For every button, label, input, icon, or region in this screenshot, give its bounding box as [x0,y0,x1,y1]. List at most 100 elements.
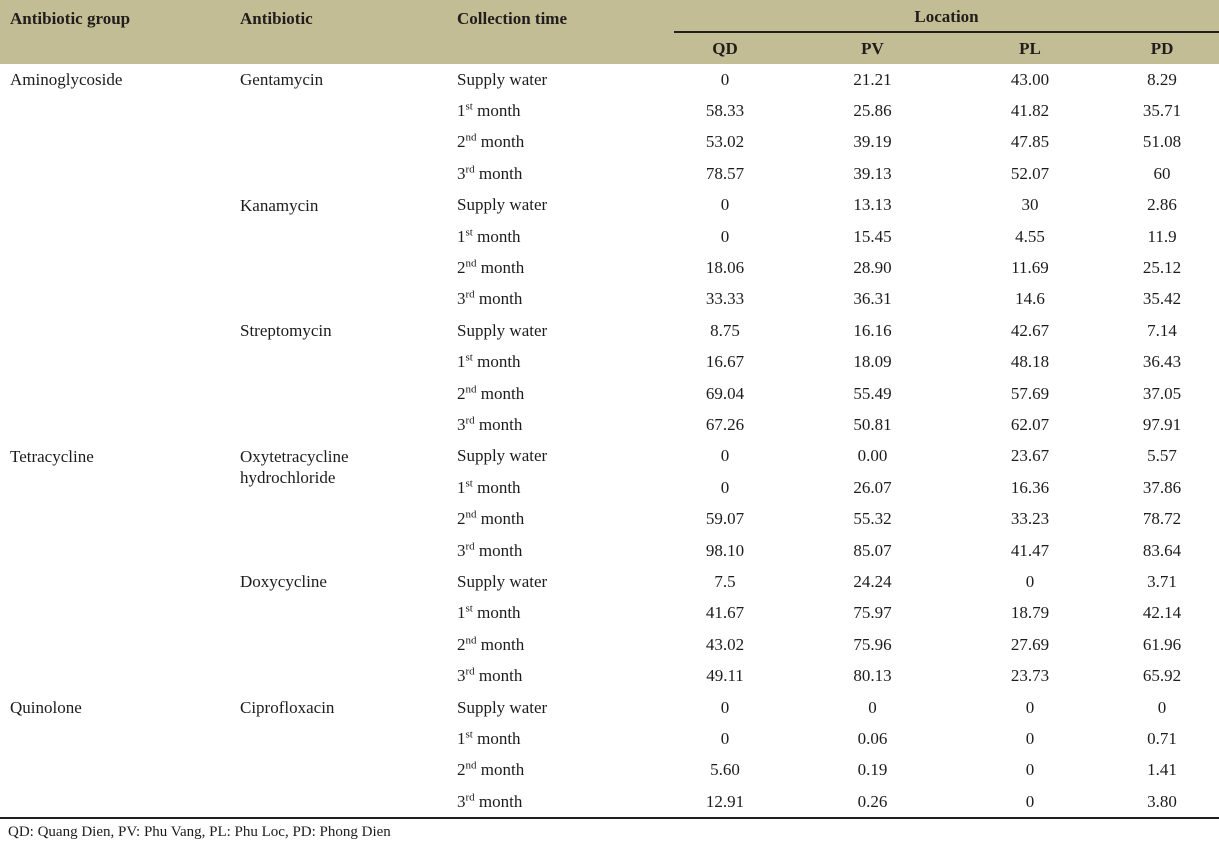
value-cell-pd: 42.14 [1142,603,1182,623]
table-row: Streptomycin Supply water 8.75 16.16 42.… [0,315,1219,346]
antibiotic-resistance-table: Antibiotic group Antibiotic Collection t… [0,0,1219,820]
antibiotic-cell-ciprofloxacin: Ciprofloxacin [240,697,335,717]
value-cell-pv: 16.16 [853,320,892,340]
value-cell-pl: 11.69 [1011,258,1049,278]
value-cell-pv: 25.86 [853,101,892,121]
column-header-antibiotic: Antibiotic [230,0,445,64]
value-cell-pd: 51.08 [1142,132,1182,152]
value-cell-pv: 15.45 [853,226,892,246]
column-header-collection-time: Collection time [445,0,660,64]
value-cell-qd: 0 [720,69,730,89]
value-cell-pv: 26.07 [853,477,892,497]
value-cell-qd: 0 [720,697,730,717]
value-cell-qd: 78.57 [705,163,745,183]
collection-time-cell: Supply water [457,320,548,340]
group-cell-tetracycline: Tetracycline [10,446,94,466]
table-row: 2nd month 69.04 55.49 57.69 37.05 [0,378,1219,409]
value-cell-qd: 12.91 [705,791,745,811]
value-cell-pl: 4.55 [1015,226,1045,246]
table-row: 2nd month 5.60 0.19 0 1.41 [0,755,1219,786]
value-cell-pv: 55.49 [853,383,892,403]
value-cell-qd: 8.75 [710,320,740,340]
value-cell-qd: 59.07 [705,509,745,529]
column-header-antibiotic-group: Antibiotic group [0,0,230,64]
table-row: 1st month 0 0.06 0 0.71 [0,723,1219,754]
value-cell-pv: 0.26 [857,791,888,811]
value-cell-pl: 27.69 [1010,634,1050,654]
value-cell-pd: 7.14 [1147,320,1177,340]
column-header-qd: QD [660,33,790,64]
table-row: 3rd month 98.10 85.07 41.47 83.64 [0,535,1219,566]
antibiotic-cell-doxycycline: Doxycycline [240,572,327,592]
value-cell-pl: 23.67 [1010,446,1050,466]
table-row: Kanamycin Supply water 0 13.13 30 2.86 [0,190,1219,221]
value-cell-qd: 43.02 [705,634,745,654]
value-cell-pd: 0 [1157,697,1167,717]
collection-time-cell: 2nd month [457,131,525,152]
value-cell-pd: 60 [1153,163,1171,183]
value-cell-pv: 28.90 [853,258,892,278]
collection-time-cell: 2nd month [457,257,525,278]
value-cell-pv: 21.21 [853,69,892,89]
table-row: 2nd month 53.02 39.19 47.85 51.08 [0,127,1219,158]
column-header-pv: PV [790,33,955,64]
table-row: Tetracycline Oxytetracycline hydrochlori… [0,441,1219,487]
value-cell-pl: 0 [1025,697,1035,717]
value-cell-qd: 16.67 [705,352,745,372]
collection-time-cell: 3rd month [457,414,523,434]
table-header: Antibiotic group Antibiotic Collection t… [0,0,1219,64]
value-cell-pv: 75.96 [853,634,892,654]
value-cell-pl: 57.69 [1010,383,1050,403]
value-cell-pd: 35.42 [1142,289,1182,309]
antibiotic-cell-gentamycin: Gentamycin [240,70,324,89]
value-cell-pd: 83.64 [1142,540,1182,560]
collection-time-cell: 1st month [457,477,521,497]
collection-time-cell: 2nd month [457,759,525,780]
value-cell-pl: 23.73 [1010,666,1050,686]
table-row: 1st month 58.33 25.86 41.82 35.71 [0,95,1219,126]
value-cell-pl: 18.79 [1010,603,1050,623]
table-body: Aminoglycoside Gentamycin Supply water 0… [0,64,1219,818]
location-label: Location [674,7,1219,33]
table-row: 3rd month 67.26 50.81 62.07 97.91 [0,409,1219,440]
value-cell-pd: 3.71 [1147,571,1177,591]
collection-time-cell: 3rd month [457,288,523,309]
value-cell-pl: 0 [1025,791,1035,811]
value-cell-qd: 58.33 [705,101,745,121]
value-cell-pd: 3.80 [1147,791,1177,811]
value-cell-pl: 0 [1025,571,1035,591]
value-cell-qd: 5.60 [710,760,740,780]
value-cell-pl: 52.07 [1010,163,1050,183]
collection-time-cell: Supply water [457,69,548,89]
table-row: Aminoglycoside Gentamycin Supply water 0… [0,64,1219,95]
value-cell-qd: 53.02 [705,132,745,152]
table-row: Quinolone Ciprofloxacin Supply water 0 0… [0,692,1219,723]
value-cell-pv: 85.07 [853,540,892,560]
value-cell-pl: 0 [1025,760,1035,780]
value-cell-pl: 62.07 [1010,414,1050,434]
value-cell-qd: 0 [720,728,730,748]
collection-time-cell: 1st month [457,602,521,623]
collection-time-cell: 3rd month [457,163,523,183]
value-cell-qd: 69.04 [705,383,745,403]
column-header-pl: PL [955,33,1105,64]
value-cell-pv: 0 [868,697,877,717]
value-cell-pl: 41.47 [1010,540,1050,560]
antibiotic-cell-kanamycin: Kanamycin [240,195,319,215]
value-cell-pv: 50.81 [853,414,892,434]
column-header-location: Location [660,0,1219,33]
value-cell-pd: 35.71 [1142,101,1182,121]
collection-time-cell: Supply water [457,697,548,717]
value-cell-pl: 47.85 [1010,132,1050,152]
value-cell-pd: 8.29 [1147,69,1177,89]
table-row: 2nd month 59.07 55.32 33.23 78.72 [0,503,1219,534]
table-row: 1st month 0 15.45 4.55 11.9 [0,221,1219,252]
value-cell-qd: 0 [720,446,730,466]
value-cell-pl: 14.6 [1015,289,1045,309]
table-row: 3rd month 49.11 80.13 23.73 65.92 [0,660,1219,691]
value-cell-pv: 13.13 [853,195,892,215]
value-cell-pv: 80.13 [853,666,892,686]
value-cell-pl: 30 [1021,195,1039,215]
value-cell-pd: 2.86 [1147,195,1177,215]
